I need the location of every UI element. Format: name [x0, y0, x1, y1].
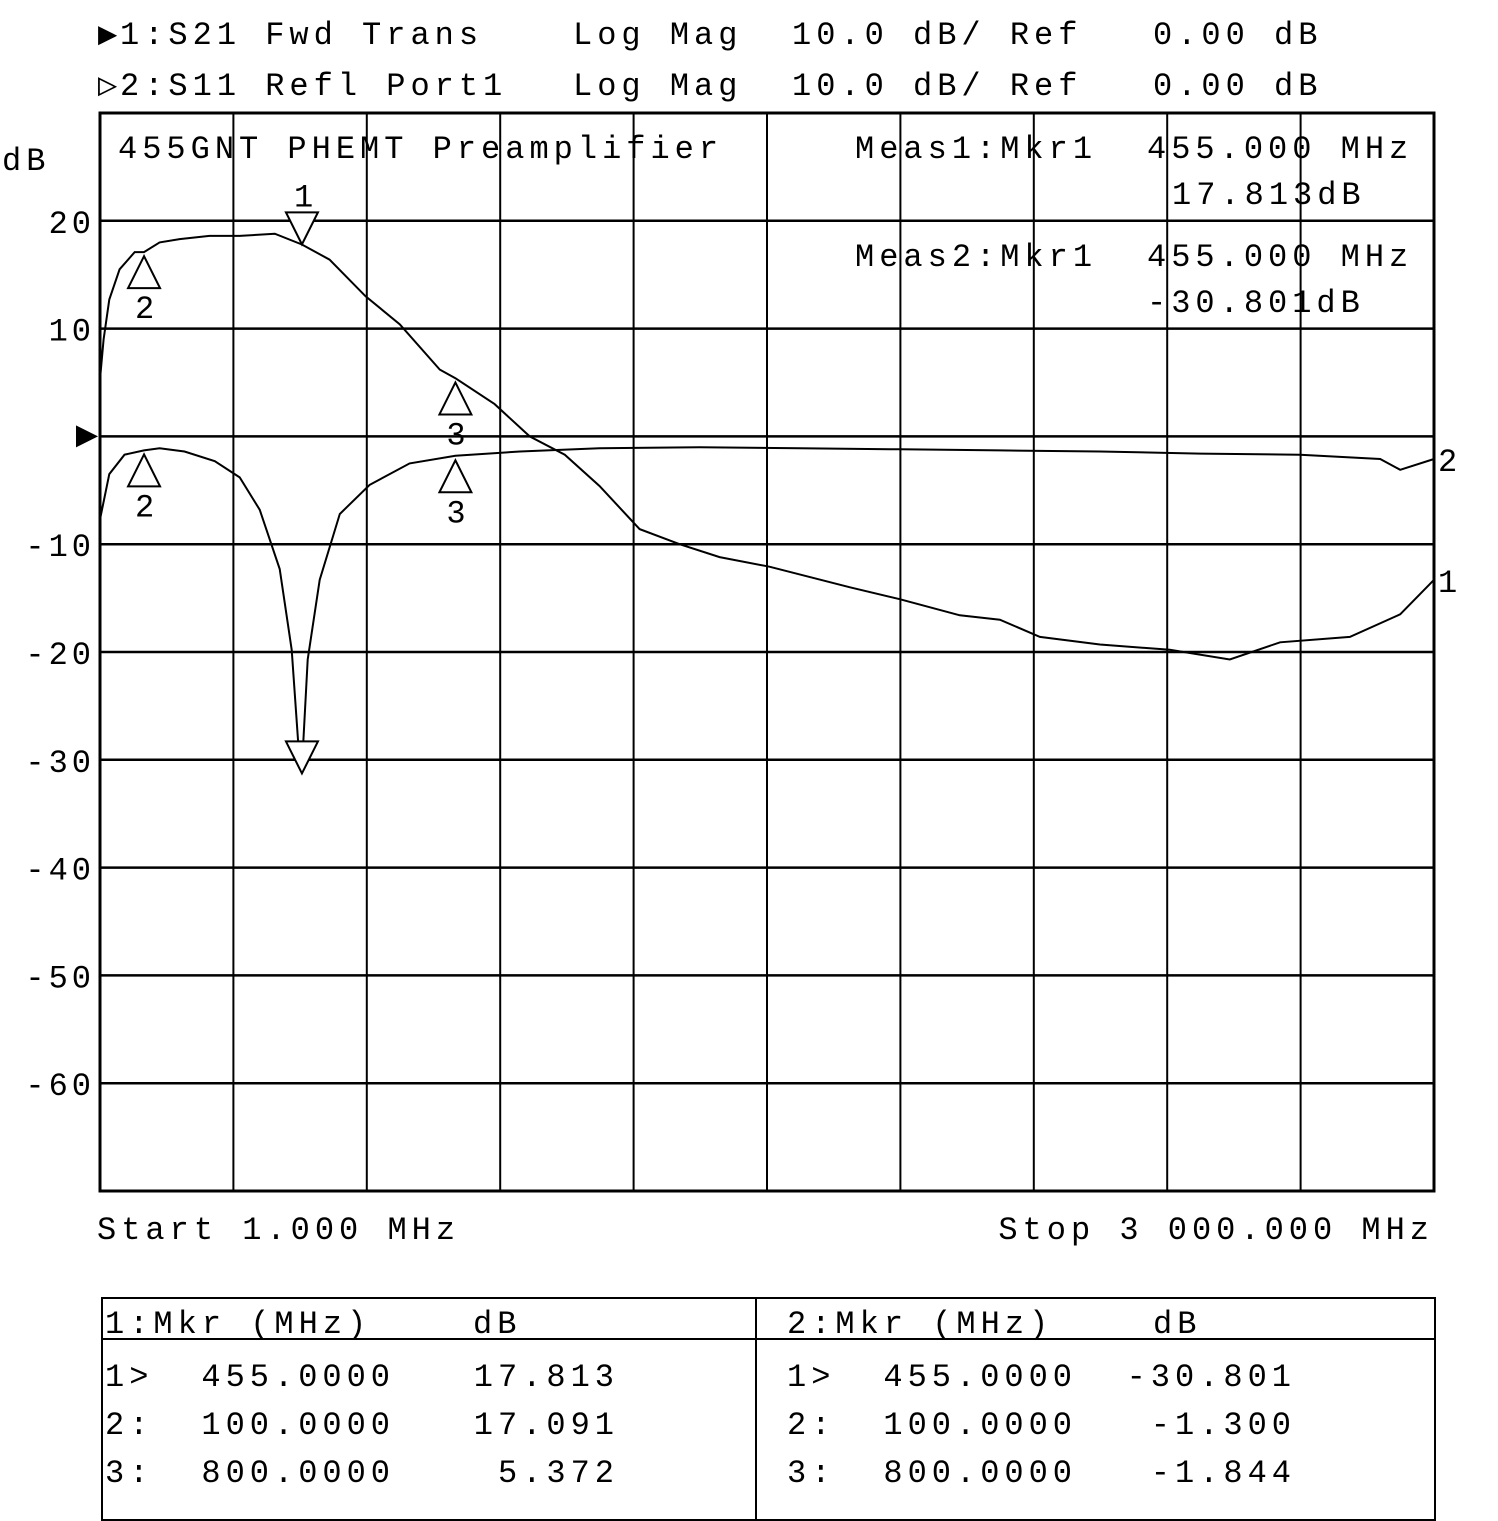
trace-2-end-label: 2	[1438, 444, 1457, 481]
trace2-scale: 10.0 dB/ Ref	[792, 68, 1083, 105]
y-tick-label: -10	[25, 529, 95, 566]
marker-1-3-triangle-icon	[437, 380, 474, 416]
left-row-1-db: 17.813	[473, 1359, 619, 1396]
table-header-line	[103, 1338, 1434, 1340]
trace2-format: Log Mag	[573, 68, 743, 105]
left-row-3-freq: 800.0000	[201, 1455, 395, 1492]
trace1-scale: 10.0 dB/ Ref	[792, 17, 1083, 54]
right-row-2-db: -1.300	[1150, 1407, 1296, 1444]
marker-2-2-triangle-icon	[126, 452, 162, 488]
plot-title: 455GNT PHEMT Preamplifier	[118, 131, 724, 168]
y-tick-label: 10	[49, 314, 95, 351]
left-row-1-id: 1>	[105, 1359, 154, 1396]
trace2-ref: 0.00 dB	[1153, 68, 1323, 105]
marker-1-1-label: 1	[294, 179, 313, 216]
start-frequency: Start 1.000 MHz	[97, 1212, 461, 1249]
trace-2-line	[99, 446, 1435, 773]
meas2-label: Meas2:Mkr1	[855, 239, 1098, 276]
right-row-2-id: 2:	[787, 1407, 836, 1444]
right-header-mkr: 2:Mkr (MHz)	[787, 1306, 1054, 1343]
marker-2-3-triangle-icon	[437, 458, 474, 494]
y-tick-label: -60	[25, 1068, 95, 1105]
left-header-db: dB	[473, 1306, 522, 1343]
trace2-label: 2:S11 Refl Port1	[120, 68, 508, 105]
trace1-label: 1:S21 Fwd Trans	[120, 17, 484, 54]
left-row-3-id: 3:	[105, 1455, 154, 1492]
trace1-ref: 0.00 dB	[1153, 17, 1323, 54]
reference-level-arrow-icon	[76, 425, 98, 448]
y-tick-label: -50	[25, 960, 95, 997]
y-axis-label: dB	[2, 143, 51, 180]
marker-1-3-label: 3	[446, 417, 465, 454]
trace1-indicator-icon: ▶	[98, 17, 123, 54]
marker-1-1-triangle-icon	[284, 211, 320, 247]
left-row-3-db: 5.372	[497, 1455, 619, 1492]
left-row-1-freq: 455.0000	[201, 1359, 395, 1396]
marker-1-2-triangle-icon	[126, 253, 162, 290]
meas1-freq: 455.000 MHz	[1147, 131, 1414, 168]
plot-border	[98, 111, 1436, 1193]
y-tick-label: -20	[25, 637, 95, 674]
y-tick-label: 20	[49, 206, 95, 243]
y-tick-label: -30	[25, 745, 95, 782]
right-row-3-db: -1.844	[1150, 1455, 1296, 1492]
trace2-indicator-icon: ▷	[98, 68, 123, 105]
marker-2-1-triangle-icon	[284, 740, 320, 776]
marker-table: 1:Mkr (MHz) dB 2:Mkr (MHz) dB 1> 455.000…	[101, 1297, 1436, 1521]
left-header-mkr: 1:Mkr (MHz)	[105, 1306, 372, 1343]
left-row-2-db: 17.091	[473, 1407, 619, 1444]
stop-frequency: Stop 3 000.000 MHz	[998, 1212, 1434, 1249]
marker-1-2-label: 2	[135, 291, 154, 328]
meas2-value: -30.801dB	[1147, 285, 1365, 322]
table-divider	[755, 1299, 757, 1519]
right-row-3-id: 3:	[787, 1455, 836, 1492]
meas1-value: 17.813dB	[1172, 177, 1366, 214]
marker-2-2-label: 2	[135, 489, 154, 526]
left-row-2-id: 2:	[105, 1407, 154, 1444]
y-tick-label: -40	[25, 853, 95, 890]
meas1-label: Meas1:Mkr1	[855, 131, 1098, 168]
trace1-format: Log Mag	[573, 17, 743, 54]
trace-1-end-label: 1	[1438, 565, 1457, 602]
right-row-3-freq: 800.0000	[883, 1455, 1077, 1492]
right-header-db: dB	[1153, 1306, 1202, 1343]
right-row-1-freq: 455.0000	[883, 1359, 1077, 1396]
trace-1-line	[99, 232, 1435, 661]
right-row-1-id: 1>	[787, 1359, 836, 1396]
right-row-2-freq: 100.0000	[883, 1407, 1077, 1444]
right-row-1-db: -30.801	[1126, 1359, 1296, 1396]
meas2-freq: 455.000 MHz	[1147, 239, 1414, 276]
marker-2-3-label: 3	[446, 495, 465, 532]
left-row-2-freq: 100.0000	[201, 1407, 395, 1444]
